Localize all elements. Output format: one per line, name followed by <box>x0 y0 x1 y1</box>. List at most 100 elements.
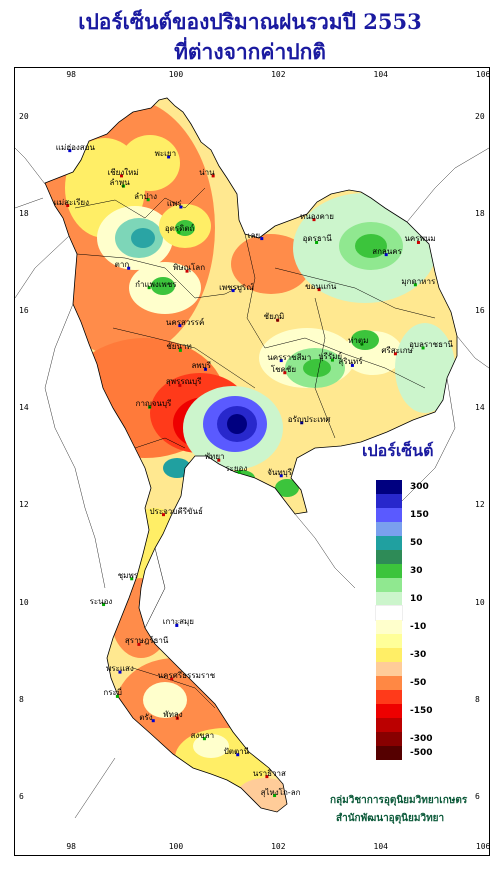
station-marker <box>130 577 134 581</box>
legend-swatch <box>376 564 402 578</box>
station-marker <box>236 753 240 757</box>
province-label: ระยอง <box>225 464 248 474</box>
lat-tick-label: 8 <box>19 694 24 704</box>
legend-swatch <box>376 746 402 760</box>
legend-swatch <box>376 662 402 676</box>
legend-value: -300 <box>410 734 433 744</box>
station-marker <box>279 474 283 478</box>
legend-swatch <box>376 718 402 732</box>
legend-swatch <box>376 676 402 690</box>
province-label: นครสวรรค์ <box>165 317 205 327</box>
station-marker <box>260 237 264 241</box>
legend-swatch <box>376 704 402 718</box>
station-marker <box>122 184 126 188</box>
province-label: แพร่ <box>166 198 182 208</box>
legend-value: -50 <box>410 678 427 688</box>
legend-swatch <box>376 690 402 704</box>
legend-swatch <box>376 620 402 634</box>
province-label: อุตรดิตถ์ <box>164 224 195 234</box>
station-marker <box>147 286 151 290</box>
station-marker <box>283 371 287 375</box>
station-marker <box>276 318 280 322</box>
lat-tick-label: 18 <box>475 208 485 218</box>
station-marker <box>315 240 319 244</box>
station-marker <box>416 240 420 244</box>
province-label: กระบี่ <box>103 688 122 698</box>
lat-tick-label: 10 <box>475 597 485 607</box>
legend-swatch <box>376 578 402 592</box>
station-marker <box>127 266 131 270</box>
lat-tick-label: 16 <box>475 306 485 315</box>
station-marker <box>167 155 171 159</box>
station-marker <box>119 174 123 178</box>
station-marker <box>178 348 182 352</box>
province-label: กำแพงเพชร <box>135 279 177 289</box>
station-marker <box>421 346 425 350</box>
legend-value: 10 <box>410 594 423 604</box>
station-marker <box>178 383 182 387</box>
province-label: สุไหงโก-ลก <box>260 787 301 797</box>
legend-title: เปอร์เซ็นต์ <box>362 441 434 460</box>
province-label: สุรินทร์ <box>338 357 363 367</box>
province-label: ชัยนาท <box>166 342 192 352</box>
province-label: มุกดาหาร <box>401 276 436 286</box>
province-label: ประจวบคีรีขันธ์ <box>149 506 203 516</box>
lon-tick-label: 98 <box>66 70 76 79</box>
province-label: เชียงใหม่ <box>107 167 139 177</box>
legend-swatch <box>376 494 402 508</box>
province-label: อุบลราชธานี <box>409 339 453 349</box>
lat-tick-label: 12 <box>475 500 485 510</box>
station-marker <box>170 677 174 681</box>
province-label: ลำปาง <box>134 191 157 201</box>
province-label: แม่ฮ่องสอน <box>55 142 95 152</box>
province-label: ศรีสะเกษ <box>381 345 413 355</box>
legend-value: -30 <box>410 650 427 660</box>
station-marker <box>350 363 354 367</box>
station-marker <box>179 205 183 209</box>
legend-swatch <box>376 732 402 746</box>
legend-swatch <box>376 480 402 494</box>
province-label: ระนอง <box>89 596 113 606</box>
province-label: นครพนม <box>404 234 436 244</box>
lat-tick-label: 6 <box>475 792 480 801</box>
province-label: พระแสง <box>105 664 134 674</box>
station-marker <box>115 694 119 698</box>
legend-swatch <box>375 605 403 621</box>
station-marker <box>413 283 417 287</box>
lon-tick-label: 106 <box>475 70 491 79</box>
lon-tick-label: 104 <box>373 842 388 851</box>
legend-value: -500 <box>410 748 433 758</box>
lon-tick-label: 98 <box>66 842 76 851</box>
province-label: นครศรีธรรมราช <box>157 670 216 680</box>
station-marker <box>300 421 304 425</box>
province-label: เลย <box>247 230 261 240</box>
lat-tick-label: 20 <box>19 111 29 121</box>
province-label: อุดรธานี <box>302 234 332 244</box>
province-label: พิษณุโลก <box>173 263 206 273</box>
province-label: ตาก <box>114 260 130 270</box>
province-label: นราธิวาส <box>252 768 286 778</box>
legend-swatch <box>376 536 402 550</box>
station-marker <box>68 149 72 153</box>
credit-line-2: สำนักพัฒนาอุตุนิยมวิทยา <box>336 813 445 824</box>
station-marker <box>312 218 316 222</box>
station-marker <box>317 288 321 292</box>
station-marker <box>202 737 206 741</box>
station-marker <box>137 642 141 646</box>
lat-tick-label: 10 <box>19 597 29 607</box>
province-label: ลพบุรี <box>191 361 212 371</box>
province-label: เพชรบูรณ์ <box>219 282 254 292</box>
province-label: โชคชัย <box>270 364 297 374</box>
station-marker <box>146 198 150 202</box>
legend-value: 300 <box>410 482 429 492</box>
station-marker <box>231 289 235 293</box>
province-label: พัทยา <box>204 452 225 462</box>
station-marker <box>360 342 364 346</box>
station-marker <box>217 458 221 462</box>
province-label: ชัยภูมิ <box>263 312 285 322</box>
legend-value: -150 <box>410 706 433 716</box>
station-marker <box>273 794 277 798</box>
province-label: กาญจนบุรี <box>135 399 172 409</box>
legend-swatch <box>376 522 402 536</box>
station-marker <box>66 204 70 208</box>
